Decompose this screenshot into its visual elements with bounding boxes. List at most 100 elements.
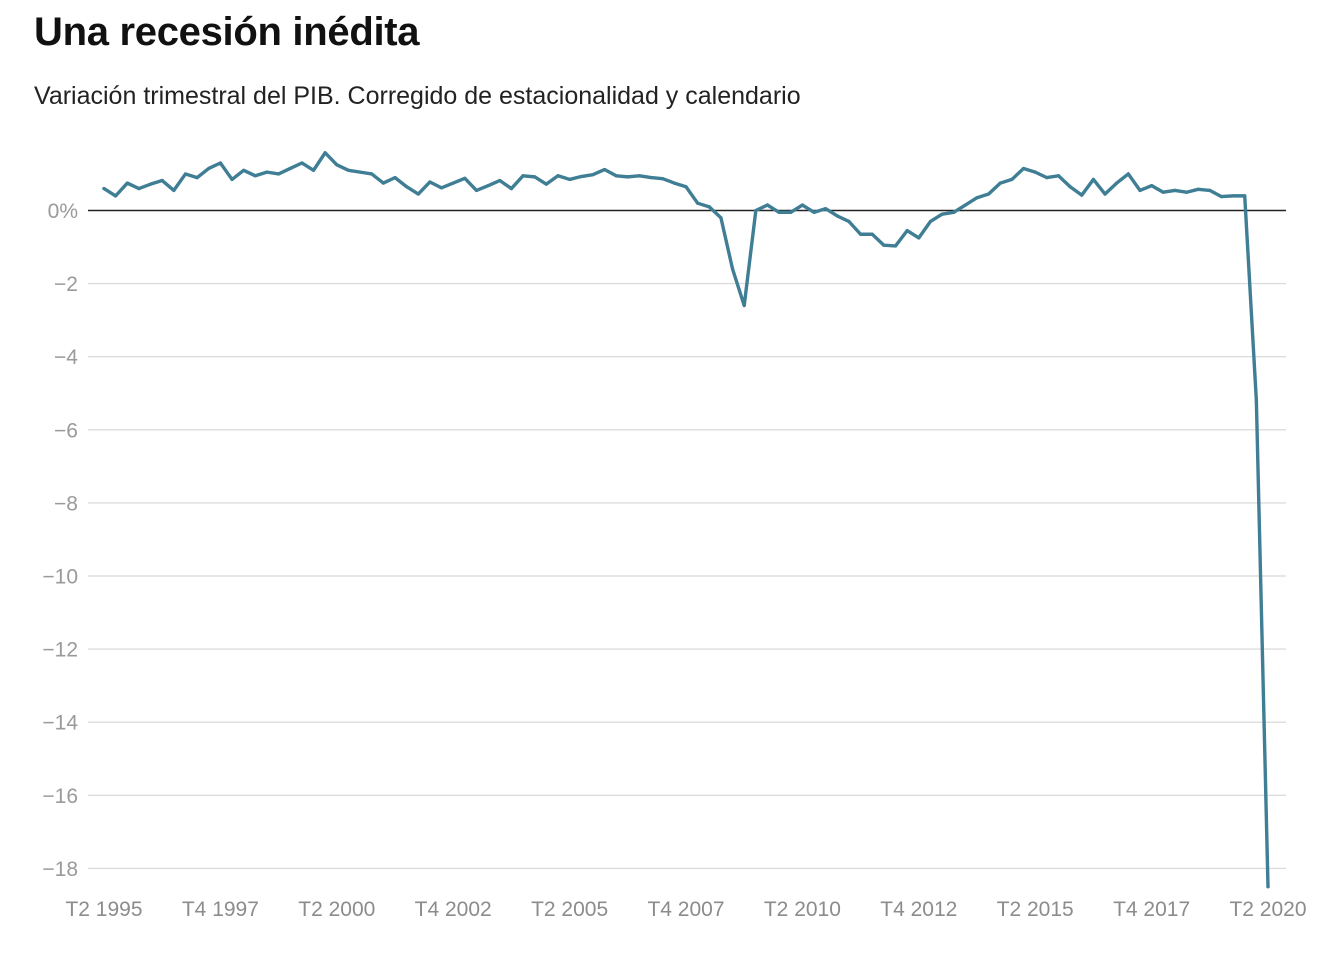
data-point (824, 207, 828, 211)
y-tick-label: −10 (42, 566, 78, 589)
data-point (1138, 188, 1142, 192)
data-point (1219, 195, 1224, 199)
data-point (847, 219, 851, 224)
y-tick-label: −8 (54, 492, 78, 515)
data-point (963, 203, 967, 207)
data-point (789, 210, 793, 214)
data-point (218, 161, 222, 165)
series-line (102, 151, 1270, 889)
data-point (451, 181, 455, 185)
data-point (1231, 194, 1235, 198)
data-point (172, 188, 176, 192)
y-tick-label: −18 (42, 858, 78, 881)
data-point (137, 186, 141, 191)
data-point (556, 174, 560, 178)
data-point (1196, 187, 1200, 191)
data-point (1254, 398, 1258, 403)
data-point (358, 170, 362, 174)
data-point (498, 178, 502, 183)
data-point (975, 196, 979, 200)
data-point (1115, 181, 1119, 185)
x-tick-label: T4 2002 (415, 898, 492, 921)
data-point (579, 174, 583, 179)
data-point (661, 177, 665, 181)
data-point (230, 177, 234, 182)
data-point (1161, 190, 1165, 194)
x-tick-label: T4 1997 (182, 898, 259, 921)
data-point (1056, 174, 1061, 178)
data-point (381, 181, 385, 185)
data-point (754, 208, 758, 213)
chart-subtitle: Variación trimestral del PIB. Corregido … (34, 82, 801, 110)
data-point (416, 192, 420, 196)
data-point (335, 163, 339, 167)
data-point (696, 201, 700, 205)
data-point (893, 244, 898, 248)
data-point (1243, 194, 1247, 198)
data-point (1103, 192, 1107, 196)
data-point (311, 168, 316, 172)
data-point (928, 219, 933, 224)
data-point (812, 210, 816, 214)
y-tick-label: −16 (42, 785, 78, 808)
y-tick-label: −4 (54, 346, 78, 369)
data-point (1033, 170, 1037, 174)
x-tick-label: T2 2020 (1229, 898, 1306, 921)
x-tick-label: T2 2015 (997, 898, 1074, 921)
data-point (277, 172, 281, 176)
data-point (1266, 885, 1270, 889)
data-point (323, 151, 327, 155)
data-point (474, 188, 479, 192)
y-tick-label: −14 (42, 712, 78, 735)
data-point (998, 181, 1002, 185)
x-tick-label: T4 2012 (880, 898, 957, 921)
data-point (1173, 188, 1177, 192)
data-point (509, 186, 513, 191)
data-point (649, 176, 653, 180)
data-point (1150, 184, 1154, 188)
x-tick-label: T4 2007 (647, 898, 724, 921)
y-tick-label: −6 (54, 419, 78, 442)
data-point (242, 168, 246, 172)
data-point (905, 229, 909, 233)
x-axis-ticks: T2 1995 T4 1997 T2 2000 T4 2002 T2 2005 T4 20… (65, 898, 1306, 921)
x-tick-label: T2 2010 (764, 898, 841, 921)
data-point (195, 176, 199, 180)
grid-lines (88, 209, 1286, 870)
data-point (1208, 188, 1212, 192)
data-point (637, 174, 642, 178)
x-tick-label: T2 1995 (65, 898, 142, 921)
data-point (346, 168, 351, 172)
data-point (777, 210, 781, 214)
x-tick-label: T2 2000 (298, 898, 375, 921)
data-point (463, 176, 467, 180)
data-point (1080, 193, 1084, 197)
data-point (125, 181, 129, 185)
data-point (882, 243, 886, 247)
data-point (672, 181, 676, 185)
data-point (428, 180, 432, 184)
x-tick-label: T4 2017 (1113, 898, 1190, 921)
data-point (987, 192, 991, 196)
data-point (253, 174, 257, 178)
data-point (800, 203, 805, 207)
data-point (114, 194, 118, 198)
data-point (730, 267, 735, 271)
data-point (1184, 190, 1189, 194)
chart-title: Una recesión inédita (34, 10, 420, 54)
data-point (148, 182, 153, 186)
data-point (626, 175, 630, 179)
data-point (393, 176, 397, 180)
data-point (1021, 166, 1026, 171)
data-point (439, 186, 444, 190)
y-tick-label: −2 (54, 273, 78, 296)
data-point (1045, 176, 1049, 180)
series-layer (102, 151, 1270, 889)
data-point (870, 232, 874, 236)
data-point (952, 210, 956, 214)
data-point (568, 177, 572, 182)
data-point (707, 205, 711, 209)
data-point (521, 174, 525, 178)
data-point (265, 170, 269, 174)
